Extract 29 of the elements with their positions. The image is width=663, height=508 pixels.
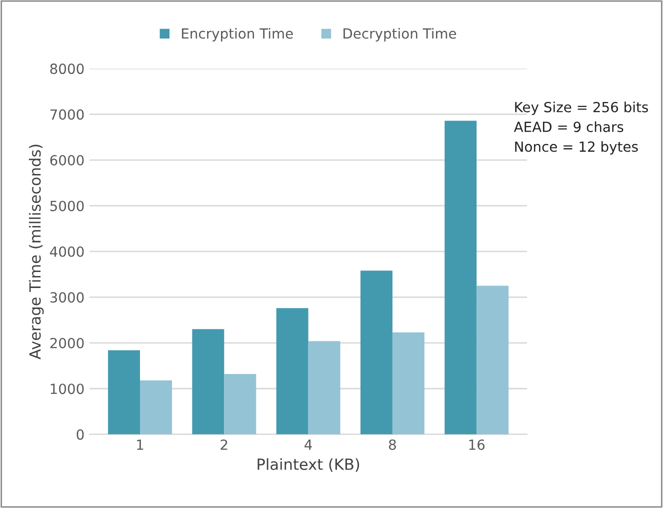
y-tick-label: 4000	[50, 246, 84, 257]
bar	[224, 374, 256, 434]
y-tick-label: 7000	[50, 109, 84, 120]
bar	[444, 120, 477, 434]
bar	[192, 329, 224, 434]
x-tick-label: 8	[388, 439, 396, 450]
y-tick-label: 3000	[50, 292, 84, 303]
y-tick-label: 1000	[50, 384, 84, 394]
y-tick-label: 0	[76, 429, 84, 440]
bar	[276, 308, 308, 434]
x-axis-title: Plaintext (KB)	[258, 458, 360, 472]
bar	[140, 380, 172, 434]
x-tick-label: 16	[469, 439, 485, 450]
bar	[392, 332, 424, 434]
legend-label: Encryption Time	[182, 28, 293, 42]
bar	[476, 286, 509, 434]
x-tick-label: 1	[137, 440, 144, 450]
legend-label: Decryption Time	[344, 28, 456, 42]
y-axis-title: Average Time (milliseconds)	[28, 144, 44, 360]
x-tick-label: 2	[220, 439, 228, 450]
annotation: Key Size = 256 bits AEAD = 9 chars Nonce = 12 bytes	[514, 102, 648, 155]
y-tick-label: 5000	[50, 200, 84, 212]
bar	[108, 350, 140, 434]
y-tick-label: 8000	[50, 64, 84, 74]
bar	[360, 270, 392, 434]
y-tick-label: 2000	[50, 338, 84, 348]
x-tick-label: 4	[304, 440, 312, 450]
y-tick-label: 6000	[50, 154, 84, 166]
bar	[308, 341, 340, 434]
